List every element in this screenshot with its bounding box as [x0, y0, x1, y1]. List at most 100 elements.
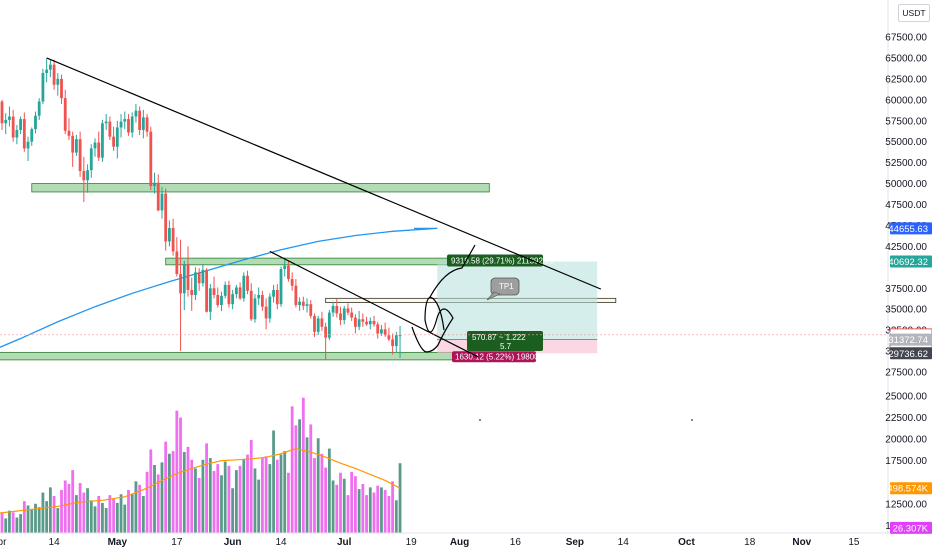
trendline-1[interactable] — [269, 250, 479, 358]
candle-body — [60, 78, 63, 99]
volume-bar — [372, 492, 376, 533]
candle-body — [82, 171, 86, 181]
zone-2[interactable] — [0, 351, 501, 361]
volume-tag-bg — [890, 482, 932, 495]
zone-0[interactable] — [31, 183, 490, 193]
candle-body — [119, 121, 123, 128]
candle-body — [197, 272, 201, 284]
volume-bar — [86, 488, 89, 533]
volume-bar — [253, 468, 257, 533]
volume-bar — [149, 449, 153, 533]
time-tick-label: 15 — [848, 537, 860, 548]
candle-body — [168, 227, 171, 242]
time-tick-label: May — [108, 537, 128, 548]
volume-bar — [257, 479, 261, 533]
candle-body — [368, 320, 372, 325]
volume-bar — [391, 481, 394, 533]
price-tick-label: 57500.00 — [885, 116, 927, 127]
price-tag-bg — [890, 347, 932, 360]
trendline-0[interactable] — [46, 57, 602, 290]
candle-body — [190, 289, 194, 295]
candle-body — [327, 312, 331, 338]
candle-body — [201, 269, 205, 284]
price-tag-3: 31372.74 — [888, 335, 928, 346]
price-tag-1: 40692.32 — [888, 257, 928, 268]
candle-body — [37, 101, 41, 116]
callout-pointer — [486, 291, 501, 301]
candle-body — [220, 295, 223, 306]
volume-bar — [316, 438, 320, 533]
position-profit-zone[interactable] — [437, 261, 598, 340]
volume-bar — [175, 410, 179, 533]
volume-bar — [41, 492, 45, 533]
candle-body — [93, 142, 97, 149]
volume-bar — [119, 494, 123, 533]
candle-body — [212, 288, 216, 295]
volume-bar — [93, 506, 97, 533]
volume-bar — [56, 508, 60, 533]
volume-bar — [67, 483, 71, 533]
price-tag-0: 44655.63 — [888, 224, 928, 235]
candle-body — [11, 116, 15, 138]
candle-body — [298, 301, 301, 306]
candle-body — [268, 296, 272, 319]
profit-label-bg — [447, 254, 543, 267]
moving-average-200 — [0, 227, 438, 348]
candle-body — [253, 298, 257, 320]
volume-tick-label: 25000.00 — [885, 392, 927, 403]
marker-dot — [691, 419, 693, 421]
volume-bar — [8, 510, 11, 533]
volume-tick-label: 12500.00 — [885, 499, 927, 510]
candle-body — [171, 227, 175, 252]
callout-bubble[interactable] — [490, 277, 520, 296]
candle-body — [354, 317, 357, 327]
candle-body — [376, 324, 380, 334]
candle-body — [342, 308, 346, 321]
volume-tick-label: 22500.00 — [885, 413, 927, 424]
volume-bar — [357, 489, 361, 533]
volume-bar — [216, 464, 220, 533]
volume-bar — [376, 485, 380, 533]
candle-body — [156, 182, 160, 211]
volume-bar — [249, 439, 253, 533]
volume-bar — [171, 451, 175, 533]
volume-bar — [354, 476, 357, 533]
candle-body — [357, 319, 361, 327]
volume-bar — [346, 495, 350, 533]
volume-bar — [279, 454, 283, 533]
price-tag-4: 29736.62 — [888, 349, 928, 360]
candle-body — [63, 98, 67, 131]
volume-bar — [268, 464, 272, 533]
marker-dot — [479, 419, 481, 421]
ma-200-line — [0, 227, 438, 348]
candle-body — [320, 318, 324, 327]
volume-bar — [320, 453, 324, 533]
candle-body — [313, 315, 316, 332]
time-tick-label: Nov — [792, 537, 811, 548]
trendlines — [46, 57, 602, 358]
volume-bar — [190, 459, 194, 533]
volume-bar — [89, 500, 93, 533]
volume-bar — [208, 458, 212, 533]
volume-bar — [97, 495, 101, 533]
candle-body — [264, 306, 268, 319]
candle-body — [141, 117, 145, 130]
candle-body — [127, 119, 130, 133]
candle-body — [391, 339, 394, 347]
candle-body — [398, 335, 402, 337]
time-tick-label: 19 — [406, 537, 418, 548]
volume-bar — [127, 489, 130, 533]
volume-bar — [82, 492, 86, 533]
price-tick-label: 37500.00 — [885, 284, 927, 295]
currency-badge[interactable]: USDT — [898, 4, 930, 22]
volume-bar — [398, 463, 402, 533]
price-tag-bg — [890, 333, 932, 346]
volume-bar — [220, 475, 223, 533]
candle-body — [164, 193, 168, 242]
candle-body — [301, 301, 305, 306]
volume-bar — [227, 465, 231, 533]
volume-bar — [134, 481, 138, 533]
volume-bar — [342, 478, 346, 533]
